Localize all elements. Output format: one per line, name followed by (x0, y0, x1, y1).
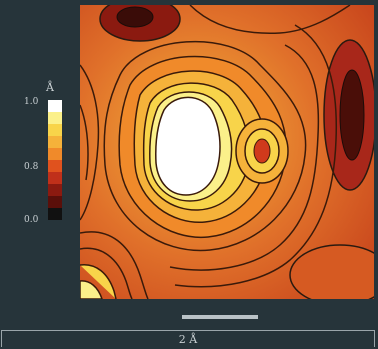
colorbar-segment (48, 160, 62, 173)
colorbar-tick-0-0: 0.0 (24, 215, 39, 225)
colorbar-tick-0-8: 0.8 (24, 162, 39, 172)
contour-line (80, 104, 89, 181)
contour-line (80, 247, 133, 299)
scale-bar (182, 315, 258, 319)
contour-line (80, 231, 149, 299)
central-maximum (155, 96, 221, 196)
colorbar-segment (48, 208, 62, 220)
contour-line (174, 24, 338, 288)
colorbar-segment (48, 172, 62, 185)
scale-bar-label: 2 Å (1, 330, 375, 347)
colorbar-segment (48, 112, 62, 125)
contour-line (189, 5, 351, 34)
colorbar-segment (48, 136, 62, 149)
region-bottom-right (289, 244, 374, 299)
colorbar-unit-label: Å (46, 81, 54, 94)
contour-line (80, 280, 103, 299)
secondary-peak-core (253, 138, 271, 164)
colorbar-segment (48, 148, 62, 161)
colorbar-segment (48, 100, 62, 113)
colorbar (48, 100, 62, 220)
contour-line (80, 64, 100, 221)
contour-line (80, 264, 117, 299)
contour-line (169, 44, 320, 271)
dark-core-top (116, 6, 154, 28)
colorbar-segment (48, 196, 62, 209)
colorbar-segment (48, 184, 62, 197)
dark-core-right (339, 69, 365, 161)
colorbar-segment (48, 124, 62, 137)
colorbar-tick-1-0: 1.0 (24, 97, 39, 107)
contour-map (80, 5, 374, 299)
contour-line (103, 40, 307, 252)
